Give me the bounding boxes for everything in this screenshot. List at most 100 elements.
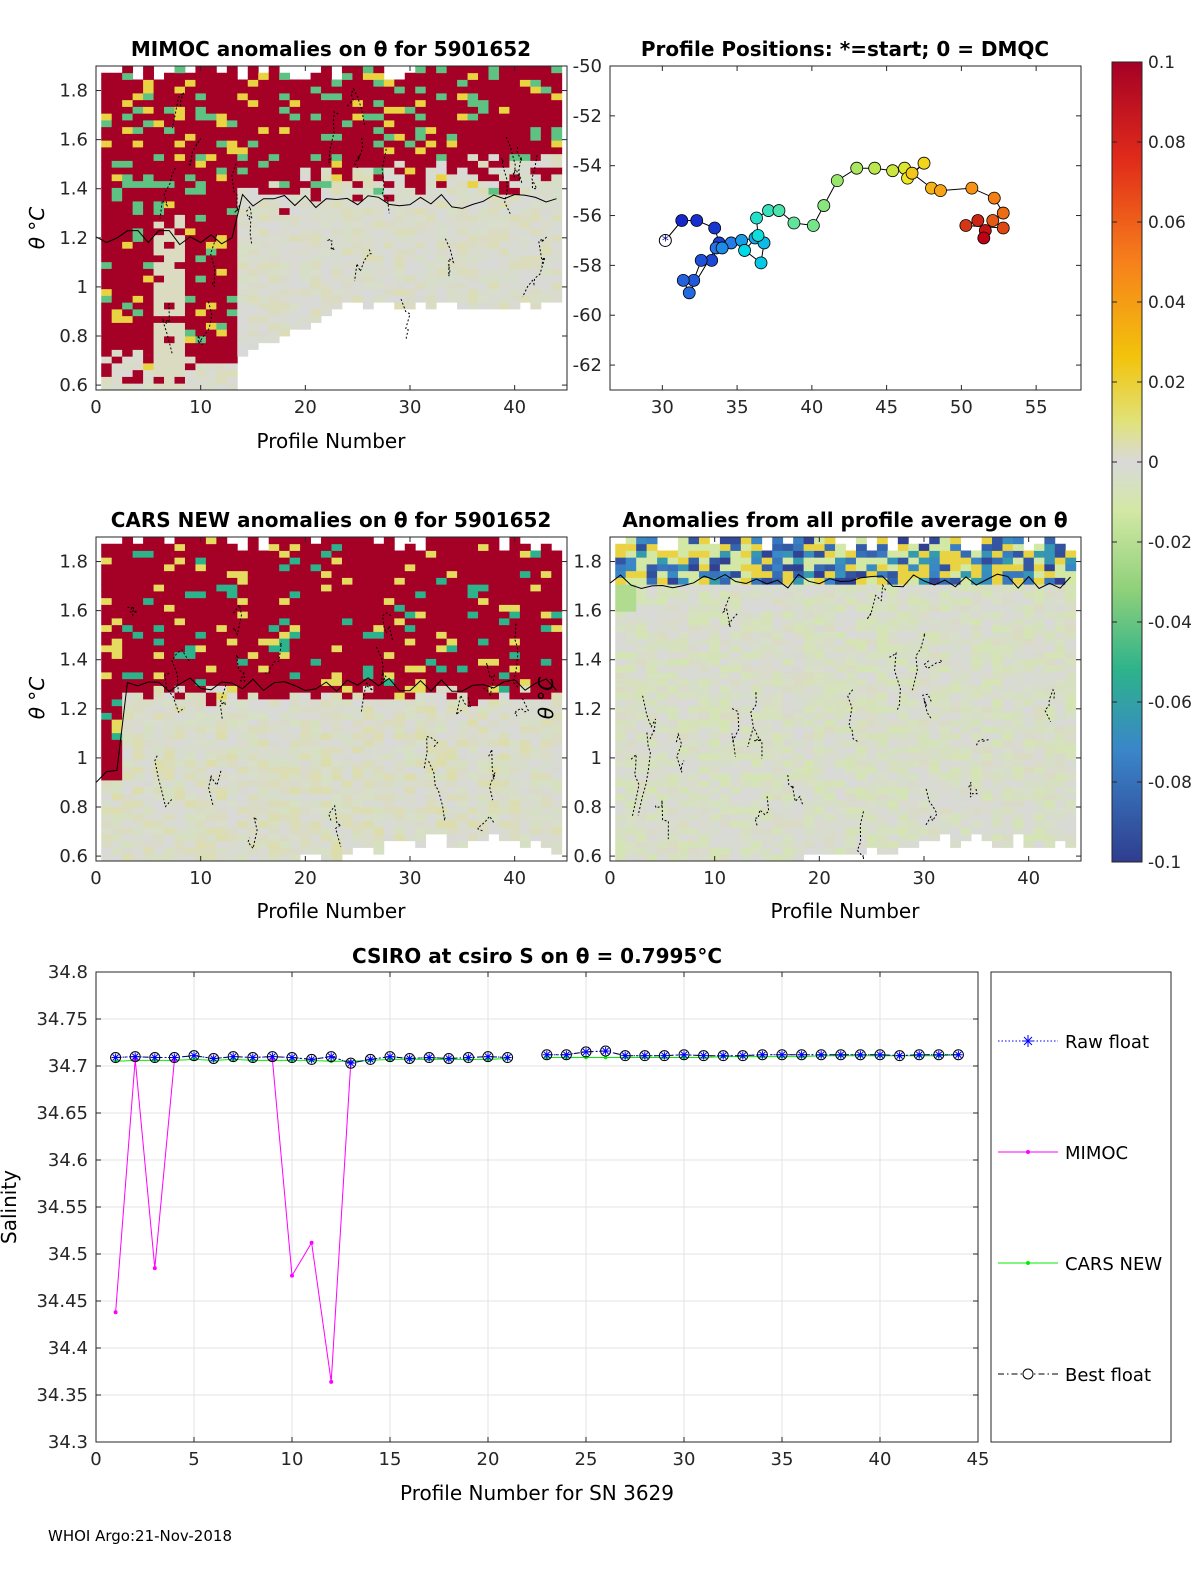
heatmap-cell bbox=[164, 93, 175, 101]
heatmap-cell bbox=[164, 221, 175, 229]
heatmap-cell bbox=[352, 692, 364, 700]
heatmap-cell bbox=[751, 712, 763, 720]
contour-dotted bbox=[219, 684, 227, 719]
heatmap-cell bbox=[667, 645, 679, 653]
heatmap-cell bbox=[530, 672, 542, 680]
heatmap-cell bbox=[646, 624, 658, 632]
heatmap-cell bbox=[289, 261, 301, 269]
heatmap-cell bbox=[373, 93, 385, 101]
heatmap-cell bbox=[698, 759, 710, 767]
heatmap-cell bbox=[436, 228, 448, 236]
heatmap-cell bbox=[383, 800, 395, 808]
heatmap-cell bbox=[258, 126, 270, 134]
heatmap-cell bbox=[143, 746, 154, 754]
heatmap-cell bbox=[425, 255, 437, 263]
heatmap-cell bbox=[352, 537, 364, 545]
heatmap-cell bbox=[698, 665, 710, 673]
heatmap-cell bbox=[646, 813, 658, 821]
heatmap-cell bbox=[509, 72, 521, 80]
heatmap-cell bbox=[740, 699, 752, 707]
heatmap-cell bbox=[457, 800, 468, 808]
heatmap-cell bbox=[730, 651, 742, 659]
heatmap-cell bbox=[373, 147, 385, 155]
heatmap-cell bbox=[268, 564, 280, 572]
heatmap-cell bbox=[258, 780, 270, 788]
heatmap-cell bbox=[478, 591, 489, 599]
heatmap-cell bbox=[321, 282, 332, 290]
heatmap-cell bbox=[321, 611, 332, 619]
heatmap-cell bbox=[467, 678, 479, 686]
heatmap-cell bbox=[446, 234, 458, 242]
heatmap-cell bbox=[394, 813, 406, 821]
heatmap-cell bbox=[530, 241, 542, 249]
heatmap-cell bbox=[678, 847, 689, 855]
heatmap-cell bbox=[341, 591, 353, 599]
heatmap-cell bbox=[101, 174, 113, 182]
heatmap-cell bbox=[383, 537, 395, 545]
heatmap-cell bbox=[540, 705, 552, 713]
heatmap-cell bbox=[132, 349, 144, 357]
heatmap-cell bbox=[321, 793, 332, 801]
heatmap-cell bbox=[111, 665, 123, 673]
heatmap-cell bbox=[352, 187, 364, 195]
contour-dotted bbox=[428, 760, 446, 821]
heatmap-cell bbox=[404, 651, 416, 659]
heatmap-cell bbox=[195, 543, 207, 551]
heatmap-cell bbox=[530, 780, 542, 788]
heatmap-cell bbox=[436, 221, 448, 229]
heatmap-cell bbox=[216, 147, 228, 155]
heatmap-cell bbox=[467, 550, 479, 558]
heatmap-cell bbox=[132, 363, 144, 371]
heatmap-cell bbox=[237, 268, 249, 276]
heatmap-cell bbox=[216, 773, 228, 781]
heatmap-cell bbox=[467, 147, 479, 155]
heatmap-cell bbox=[226, 739, 238, 747]
heatmap-cell bbox=[625, 537, 637, 545]
heatmap-cell bbox=[467, 658, 479, 666]
heatmap-cell bbox=[488, 550, 500, 558]
heatmap-cell bbox=[615, 604, 627, 612]
heatmap-cell bbox=[457, 577, 468, 585]
heatmap-cell bbox=[247, 315, 259, 323]
heatmap-cell bbox=[132, 356, 144, 364]
heatmap-cell bbox=[132, 651, 144, 659]
cars-title: CARS NEW anomalies on θ for 5901652 bbox=[111, 508, 552, 532]
heatmap-cell bbox=[394, 591, 406, 599]
heatmap-cell bbox=[478, 180, 489, 188]
heatmap-cell bbox=[226, 99, 238, 107]
heatmap-cell bbox=[551, 295, 563, 303]
heatmap-cell bbox=[782, 611, 794, 619]
heatmap-cell bbox=[394, 604, 406, 612]
heatmap-cell bbox=[740, 807, 752, 815]
heatmap-cell bbox=[122, 309, 134, 317]
heatmap-cell bbox=[803, 618, 815, 626]
heatmap-cell bbox=[394, 618, 406, 626]
heatmap-cell bbox=[394, 241, 406, 249]
heatmap-cell bbox=[404, 187, 416, 195]
heatmap-cell bbox=[362, 86, 374, 94]
heatmap-cell bbox=[216, 106, 228, 114]
heatmap-cell bbox=[615, 753, 627, 761]
heatmap-cell bbox=[258, 604, 270, 612]
heatmap-cell bbox=[300, 577, 311, 585]
heatmap-cell bbox=[519, 174, 531, 182]
heatmap-cell bbox=[373, 214, 385, 222]
heatmap-cell bbox=[615, 813, 627, 821]
heatmap-cell bbox=[331, 126, 343, 134]
heatmap-cell bbox=[404, 786, 416, 794]
heatmap-cell bbox=[268, 275, 280, 283]
heatmap-cell bbox=[457, 827, 468, 835]
heatmap-cell bbox=[446, 72, 458, 80]
heatmap-cell bbox=[394, 800, 406, 808]
heatmap-cell bbox=[814, 847, 825, 855]
heatmap-cell bbox=[761, 759, 773, 767]
heatmap-cell bbox=[362, 207, 374, 215]
heatmap-cell bbox=[467, 813, 479, 821]
heatmap-cell bbox=[436, 153, 448, 161]
heatmap-cell bbox=[143, 376, 154, 384]
heatmap-cell bbox=[551, 113, 563, 121]
heatmap-cell bbox=[279, 133, 291, 141]
heatmap-cell bbox=[143, 645, 154, 653]
heatmap-cell bbox=[247, 160, 259, 168]
heatmap-cell bbox=[814, 678, 825, 686]
